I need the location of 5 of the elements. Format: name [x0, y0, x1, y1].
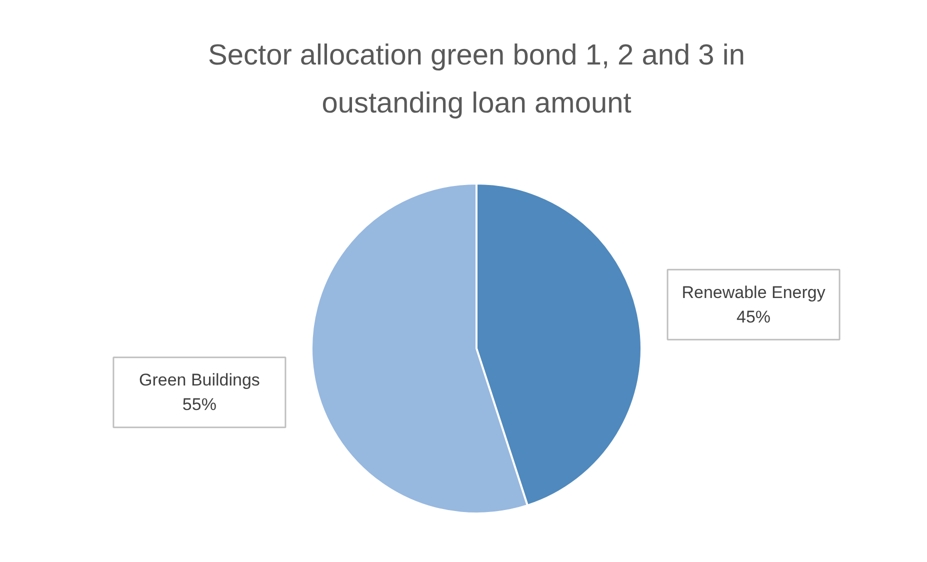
slice-label: Renewable Energy [682, 282, 826, 302]
slice-label: Green Buildings [138, 370, 260, 390]
data-label: 45% [736, 307, 771, 326]
chart-title: Sector allocation green bond 1, 2 and 3 in oustanding loan amount [208, 40, 745, 120]
data-label: 55% [182, 395, 216, 414]
